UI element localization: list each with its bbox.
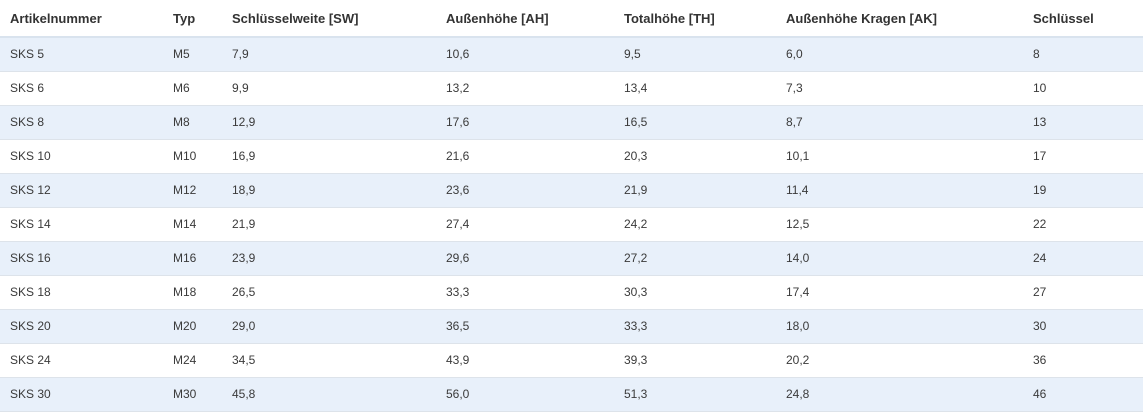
schluessel-cell: 17 (1033, 149, 1047, 163)
aussenhoehe-kragen-cell: 14,0 (786, 251, 810, 265)
typ-cell: M20 (173, 319, 197, 333)
schluesselweite-cell: 29,0 (232, 319, 256, 333)
artikelnummer-cell: SKS 24 (10, 353, 51, 367)
aussenhoehe-cell: 23,6 (446, 183, 470, 197)
col-totalhoehe-header: Totalhöhe [TH] (614, 0, 776, 38)
aussenhoehe-cell: 13,2 (446, 81, 470, 95)
aussenhoehe-kragen-cell: 18,0 (786, 319, 810, 333)
aussenhoehe-kragen-cell: 20,2 (786, 353, 810, 367)
totalhoehe-cell: 16,5 (624, 115, 648, 129)
artikelnummer-cell: SKS 20 (10, 319, 51, 333)
totalhoehe-cell: 30,3 (624, 285, 648, 299)
table-body: SKS 5 M5 7,9 10,6 9,5 6,0 8 SKS 6 M6 9,9 13,2 13,4 7… (0, 37, 1143, 411)
totalhoehe-cell: 24,2 (624, 217, 648, 231)
aussenhoehe-kragen-cell: 11,4 (786, 183, 809, 197)
totalhoehe-cell: 9,5 (624, 47, 641, 62)
aussenhoehe-kragen-cell: 8,7 (786, 115, 803, 129)
artikelnummer-cell: SKS 18 (10, 285, 51, 299)
table-row: SKS 10 M10 16,9 21,6 20,3 10,1 17 (0, 139, 1143, 173)
schluesselweite-cell: 12,9 (232, 115, 256, 129)
schluessel-cell: 36 (1033, 353, 1047, 367)
col-schluessel-header: Schlüssel (1023, 0, 1143, 38)
aussenhoehe-kragen-cell: 17,4 (786, 285, 810, 299)
schluesselweite-cell: 16,9 (232, 149, 256, 163)
aussenhoehe-kragen-cell: 24,8 (786, 387, 810, 401)
schluesselweite-cell: 9,9 (232, 81, 249, 95)
table-row: SKS 12 M12 18,9 23,6 21,9 11,4 19 (0, 173, 1143, 207)
totalhoehe-cell: 27,2 (624, 251, 648, 265)
schluesselweite-cell: 18,9 (232, 183, 256, 197)
col-typ-header: Typ (163, 0, 222, 38)
schluesselweite-cell: 21,9 (232, 217, 256, 231)
table-row: SKS 5 M5 7,9 10,6 9,5 6,0 8 (0, 37, 1143, 71)
schluesselweite-cell: 34,5 (232, 353, 256, 367)
table-row: SKS 8 M8 12,9 17,6 16,5 8,7 13 (0, 105, 1143, 139)
aussenhoehe-cell: 21,6 (446, 149, 470, 163)
table-row: SKS 16 M16 23,9 29,6 27,2 14,0 24 (0, 241, 1143, 275)
typ-cell: M5 (173, 47, 190, 62)
typ-cell: M6 (173, 81, 190, 95)
schluesselweite-cell: 23,9 (232, 251, 256, 265)
aussenhoehe-kragen-cell: 6,0 (786, 47, 803, 62)
totalhoehe-cell: 51,3 (624, 387, 648, 401)
schluessel-cell: 46 (1033, 387, 1047, 401)
artikelnummer-cell: SKS 14 (10, 217, 51, 231)
table-row: SKS 30 M30 45,8 56,0 51,3 24,8 46 (0, 377, 1143, 411)
artikelnummer-cell: SKS 16 (10, 251, 51, 265)
artikelnummer-cell: SKS 5 (10, 47, 45, 62)
typ-cell: M14 (173, 217, 197, 231)
typ-cell: M24 (173, 353, 197, 367)
totalhoehe-cell: 33,3 (624, 319, 648, 333)
artikelnummer-cell: SKS 8 (10, 115, 45, 129)
schluessel-cell: 24 (1033, 251, 1047, 265)
col-aussenhoehe-header: Außenhöhe [AH] (436, 0, 614, 38)
totalhoehe-cell: 39,3 (624, 353, 648, 367)
aussenhoehe-cell: 56,0 (446, 387, 470, 401)
table-row: SKS 6 M6 9,9 13,2 13,4 7,3 10 (0, 71, 1143, 105)
typ-cell: M30 (173, 387, 197, 401)
typ-cell: M10 (173, 149, 197, 163)
schluessel-cell: 30 (1033, 319, 1047, 333)
aussenhoehe-kragen-cell: 12,5 (786, 217, 810, 231)
artikelnummer-cell: SKS 12 (10, 183, 51, 197)
artikelnummer-cell: SKS 6 (10, 81, 45, 95)
aussenhoehe-cell: 10,6 (446, 47, 470, 62)
artikelnummer-cell: SKS 30 (10, 387, 51, 401)
col-aussenhoehe-kragen-header: Außenhöhe Kragen [AK] (776, 0, 1023, 38)
table-row: SKS 24 M24 34,5 43,9 39,3 20,2 36 (0, 343, 1143, 377)
typ-cell: M12 (173, 183, 197, 197)
table-row: SKS 14 M14 21,9 27,4 24,2 12,5 22 (0, 207, 1143, 241)
schluessel-cell: 8 (1033, 47, 1040, 62)
aussenhoehe-cell: 27,4 (446, 217, 470, 231)
schluesselweite-cell: 7,9 (232, 47, 249, 62)
aussenhoehe-kragen-cell: 10,1 (786, 149, 810, 163)
totalhoehe-cell: 21,9 (624, 183, 648, 197)
typ-cell: M8 (173, 115, 190, 129)
col-schluesselweite-header: Schlüsselweite [SW] (222, 0, 436, 38)
totalhoehe-cell: 13,4 (624, 81, 648, 95)
table-header: Artikelnummer Typ Schlüsselweite [SW] Außen… (0, 0, 1143, 38)
table-row: SKS 18 M18 26,5 33,3 30,3 17,4 27 (0, 275, 1143, 309)
col-artikelnummer-header: Artikelnummer (0, 0, 163, 38)
aussenhoehe-cell: 29,6 (446, 251, 470, 265)
artikelnummer-cell: SKS 10 (10, 149, 51, 163)
typ-cell: M18 (173, 285, 197, 299)
schluesselweite-cell: 26,5 (232, 285, 256, 299)
totalhoehe-cell: 20,3 (624, 149, 648, 163)
schluessel-cell: 10 (1033, 81, 1047, 95)
aussenhoehe-kragen-cell: 7,3 (786, 81, 803, 95)
typ-cell: M16 (173, 251, 197, 265)
aussenhoehe-cell: 43,9 (446, 353, 470, 367)
schluessel-cell: 27 (1033, 285, 1047, 299)
aussenhoehe-cell: 33,3 (446, 285, 470, 299)
schluessel-cell: 13 (1033, 115, 1047, 129)
schluesselweite-cell: 45,8 (232, 387, 256, 401)
schluessel-cell: 22 (1033, 217, 1047, 231)
schluessel-cell: 19 (1033, 183, 1047, 197)
aussenhoehe-cell: 17,6 (446, 115, 470, 129)
aussenhoehe-cell: 36,5 (446, 319, 470, 333)
header-row: Artikelnummer Typ Schlüsselweite [SW] Außen… (0, 0, 1143, 38)
table-row: SKS 20 M20 29,0 36,5 33,3 18,0 30 (0, 309, 1143, 343)
